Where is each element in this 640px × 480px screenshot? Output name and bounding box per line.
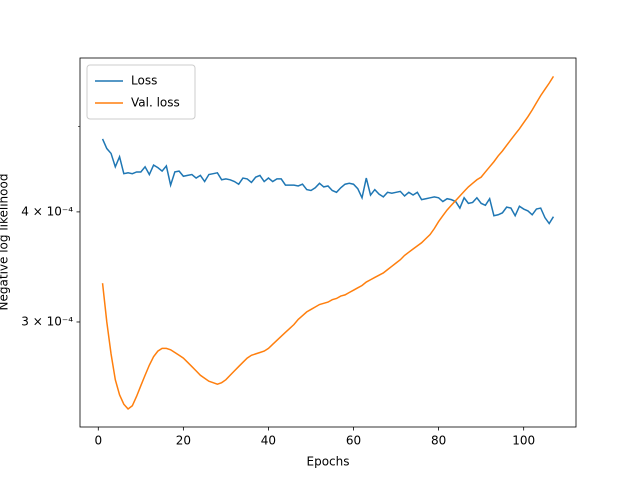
y-tick-label: 4 × 10⁻⁴ <box>21 204 73 218</box>
x-tick-label: 60 <box>346 434 361 448</box>
plot-frame <box>79 57 577 428</box>
x-axis-label: Epochs <box>307 455 350 469</box>
legend-box <box>86 64 196 120</box>
series-line <box>101 138 555 225</box>
x-tick-label: 40 <box>261 434 276 448</box>
x-tick-label: 80 <box>431 434 446 448</box>
y-axis-label: Negative log likelihood <box>0 174 11 311</box>
series-line <box>101 75 555 410</box>
legend-label: Val. loss <box>131 96 180 110</box>
x-tick-label: 100 <box>512 434 535 448</box>
x-tick-label: 0 <box>94 434 102 448</box>
y-tick-label: 3 × 10⁻⁴ <box>21 314 73 328</box>
legend-label: Loss <box>131 74 157 88</box>
x-tick-label: 20 <box>176 434 191 448</box>
